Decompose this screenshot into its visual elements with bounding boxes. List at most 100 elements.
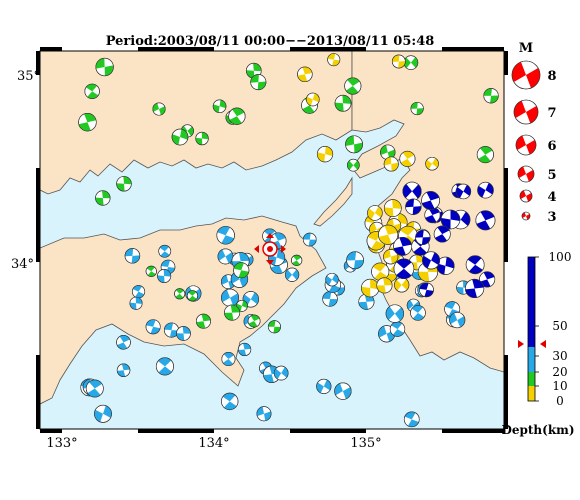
- depth-tick-label: 30: [552, 349, 567, 363]
- quake-marker: [322, 291, 338, 307]
- quake-marker: [145, 319, 161, 335]
- quake-marker: [224, 304, 241, 321]
- lat-label-34: 34°: [11, 257, 34, 272]
- quake-marker: [186, 290, 198, 302]
- quake-marker: [376, 277, 393, 294]
- land-shikoku: [40, 215, 327, 405]
- quake-marker: [436, 256, 455, 275]
- quake-marker: [334, 382, 352, 400]
- lat-label-35: 35°: [17, 69, 40, 84]
- quake-marker: [421, 191, 440, 210]
- depth-tick-label: 0: [556, 394, 564, 408]
- depth-tick-label: 50: [552, 319, 567, 333]
- quake-marker: [361, 278, 380, 298]
- magnitude-legend-ball: [521, 211, 531, 221]
- quake-marker: [302, 232, 317, 247]
- quake-marker: [383, 249, 399, 265]
- quake-marker: [217, 248, 234, 265]
- lon-label-135: 135°: [350, 436, 381, 451]
- quake-marker: [476, 146, 494, 164]
- quake-marker: [155, 357, 174, 376]
- quake-marker: [433, 225, 451, 243]
- quake-marker: [367, 205, 383, 221]
- quake-marker: [171, 128, 189, 146]
- quake-marker: [325, 272, 339, 287]
- quake-markers: [78, 53, 499, 428]
- quake-marker: [391, 54, 406, 69]
- magnitude-legend-label: 5: [547, 168, 556, 183]
- quake-marker: [221, 352, 236, 367]
- land-chugoku: [40, 51, 353, 195]
- quake-marker: [422, 251, 441, 270]
- quake-marker: [455, 183, 472, 200]
- quake-marker: [403, 411, 420, 428]
- magnitude-legend-ball: [513, 99, 539, 125]
- quake-marker: [84, 83, 100, 99]
- quake-marker: [250, 74, 267, 91]
- quake-marker: [195, 131, 209, 146]
- red-crosshair-icon: [254, 233, 286, 265]
- magnitude-legend-header: M: [519, 41, 533, 56]
- quake-marker: [94, 404, 112, 423]
- quake-marker: [297, 66, 313, 83]
- quake-marker: [389, 321, 406, 337]
- depth-pointer-icon: [540, 340, 546, 348]
- quake-marker: [228, 107, 246, 125]
- quake-marker: [176, 326, 191, 341]
- quake-marker: [174, 288, 186, 300]
- quake-marker: [483, 88, 499, 104]
- magnitude-legend-ball: [515, 134, 537, 156]
- magnitude-legend-label: 3: [547, 210, 556, 225]
- quake-marker: [347, 158, 360, 172]
- quake-marker: [256, 406, 272, 422]
- quake-marker: [419, 282, 434, 298]
- quake-marker: [284, 267, 300, 282]
- quake-marker: [383, 156, 399, 172]
- quake-marker: [158, 244, 172, 258]
- quake-marker: [405, 198, 422, 215]
- depth-pointer-icon: [518, 340, 524, 348]
- quake-marker: [221, 288, 239, 307]
- quake-marker: [402, 181, 422, 201]
- quake-marker: [383, 199, 402, 217]
- land-awaji: [313, 176, 353, 227]
- depth-tick-label: 10: [552, 379, 567, 393]
- quake-marker: [78, 113, 97, 132]
- quake-marker: [152, 102, 166, 116]
- quake-marker: [95, 190, 111, 206]
- quake-marker: [116, 363, 131, 377]
- quake-marker: [440, 209, 461, 230]
- magnitude-legend-label: 4: [547, 190, 556, 205]
- quake-marker: [85, 379, 104, 398]
- quake-marker: [393, 236, 413, 256]
- quake-marker: [378, 224, 399, 245]
- quake-marker: [316, 146, 334, 163]
- magnitude-legend-label: 6: [547, 139, 556, 154]
- map-frame: [36, 47, 508, 433]
- quake-marker: [145, 265, 157, 277]
- quake-marker: [116, 176, 132, 192]
- quake-marker: [316, 378, 332, 394]
- magnitude-legend-label: 8: [547, 69, 556, 84]
- magnitude-legend: 8 7 6 5 4 3: [511, 60, 557, 225]
- map-title: Period:2003/08/11 00:00−−2013/08/11 05:4…: [106, 34, 435, 49]
- quake-marker: [399, 150, 416, 167]
- depth-tick-label: 100: [549, 250, 572, 264]
- quake-marker: [410, 101, 424, 116]
- quake-marker: [449, 312, 466, 329]
- magnitude-legend-ball: [511, 60, 541, 90]
- quake-marker: [216, 226, 235, 245]
- quake-marker: [345, 135, 363, 154]
- quake-marker: [394, 277, 410, 293]
- lon-label-134: 134°: [198, 436, 229, 451]
- quake-marker: [346, 251, 364, 270]
- quake-marker: [479, 271, 496, 288]
- quake-marker: [238, 342, 252, 357]
- quake-marker: [410, 305, 426, 321]
- quake-marker: [393, 258, 415, 280]
- quake-marker: [212, 99, 227, 114]
- quake-marker: [415, 229, 431, 245]
